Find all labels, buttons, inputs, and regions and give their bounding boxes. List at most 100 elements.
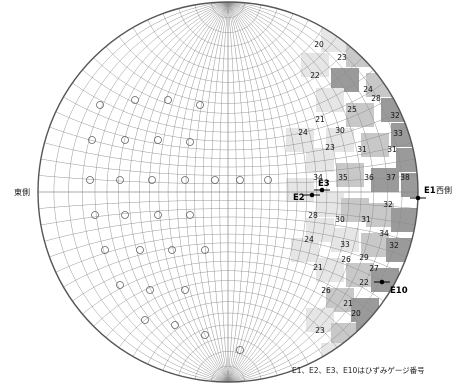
cell-value: 22 bbox=[310, 71, 320, 80]
cell-value: 27 bbox=[369, 264, 379, 273]
cell-value: 32 bbox=[383, 200, 393, 209]
stereonet-grid bbox=[38, 2, 418, 382]
measurement-point bbox=[181, 176, 189, 184]
cell-value: 28 bbox=[308, 211, 318, 220]
latitude-line bbox=[118, 290, 338, 348]
cell-value: 37 bbox=[386, 173, 396, 182]
gauge-dot bbox=[309, 192, 315, 198]
measurement-point bbox=[196, 101, 204, 109]
cell-value: 28 bbox=[371, 94, 381, 103]
cell-value: 31 bbox=[387, 145, 397, 154]
gauge-label: E3 bbox=[318, 179, 330, 189]
latitude-line bbox=[211, 2, 245, 19]
measurement-point bbox=[264, 176, 272, 184]
cell-value: 23 bbox=[337, 53, 347, 62]
shade-cell-17 bbox=[341, 198, 369, 222]
measurement-point bbox=[121, 136, 129, 144]
shade-cell-22 bbox=[361, 233, 389, 257]
cell-value: 26 bbox=[341, 255, 351, 264]
west-label: 西側 bbox=[436, 186, 452, 195]
latitude-line bbox=[38, 175, 418, 184]
shade-cell-24 bbox=[316, 258, 344, 282]
measurement-point bbox=[164, 96, 172, 104]
shade-cell-10 bbox=[361, 133, 389, 157]
latitude-line bbox=[49, 126, 407, 159]
cell-value: 31 bbox=[357, 145, 367, 154]
measurement-point bbox=[201, 246, 209, 254]
gauge-dot bbox=[415, 195, 421, 201]
gauge-dot bbox=[379, 279, 385, 285]
latitude-line bbox=[82, 260, 374, 315]
latitude-line bbox=[72, 251, 384, 302]
cell-value: 32 bbox=[389, 241, 399, 250]
measurement-point bbox=[101, 246, 109, 254]
cell-value: 33 bbox=[393, 129, 403, 138]
measurement-point bbox=[236, 176, 244, 184]
shade-cell-6 bbox=[316, 88, 344, 112]
latitude-line bbox=[162, 324, 294, 371]
latitude-line bbox=[147, 19, 309, 72]
cell-value: 20 bbox=[351, 309, 361, 318]
latitude-line bbox=[162, 13, 294, 60]
gauge-label: E2 bbox=[293, 193, 305, 203]
measurement-point bbox=[141, 316, 149, 324]
cell-value: 26 bbox=[321, 286, 331, 295]
cell-value: 21 bbox=[313, 263, 323, 272]
cell-value: 23 bbox=[325, 143, 335, 152]
latitude-line bbox=[194, 351, 262, 380]
measurement-point bbox=[236, 346, 244, 354]
latitude-line bbox=[132, 301, 324, 357]
cell-value: 21 bbox=[343, 299, 353, 308]
gauge-caption: E1、E2、E3、E10はひずみゲージ番号 bbox=[292, 366, 425, 375]
measurement-point bbox=[146, 286, 154, 294]
cell-value: 29 bbox=[359, 253, 369, 262]
cell-value: 21 bbox=[315, 115, 325, 124]
cell-value: 25 bbox=[347, 105, 357, 114]
gauge-dot bbox=[319, 187, 325, 193]
latitude-line bbox=[44, 142, 412, 168]
latitude-line bbox=[82, 69, 374, 124]
cell-value: 30 bbox=[335, 215, 345, 224]
shade-cell-11 bbox=[396, 148, 418, 172]
measurement-point bbox=[136, 246, 144, 254]
cell-value: 35 bbox=[338, 173, 348, 182]
latitude-line bbox=[132, 27, 324, 83]
cell-value: 34 bbox=[379, 229, 389, 238]
measurement-point bbox=[121, 211, 129, 219]
latitude-line bbox=[63, 96, 393, 142]
cell-value: 38 bbox=[400, 173, 410, 182]
measurement-point bbox=[91, 211, 99, 219]
cell-value: 31 bbox=[361, 215, 371, 224]
cell-value: 20 bbox=[314, 40, 324, 49]
measurement-point bbox=[186, 211, 194, 219]
measurement-point bbox=[186, 138, 194, 146]
measurement-point bbox=[211, 176, 219, 184]
latitude-line bbox=[44, 216, 412, 242]
cell-value: 24 bbox=[304, 235, 314, 244]
latitude-line bbox=[178, 337, 278, 376]
shade-cell-7 bbox=[346, 103, 374, 127]
latitude-line bbox=[118, 36, 338, 94]
measurement-point bbox=[201, 331, 209, 339]
cell-value: 24 bbox=[363, 85, 373, 94]
shade-cell-0 bbox=[321, 28, 349, 52]
measurement-point bbox=[116, 176, 124, 184]
measurement-point bbox=[96, 101, 104, 109]
gauge-label: E10 bbox=[390, 286, 408, 296]
shade-cell-31 bbox=[356, 318, 384, 342]
measurement-point bbox=[154, 211, 162, 219]
measurement-point bbox=[131, 96, 139, 104]
shade-cell-18 bbox=[366, 203, 394, 227]
latitude-line bbox=[55, 233, 401, 273]
latitude-line bbox=[105, 280, 351, 338]
latitude-line bbox=[49, 225, 407, 258]
cell-value: 30 bbox=[335, 126, 345, 135]
measurement-point bbox=[86, 176, 94, 184]
latitude-line bbox=[211, 365, 245, 382]
measurement-point bbox=[168, 246, 176, 254]
latitude-line bbox=[93, 57, 363, 114]
measurement-point bbox=[88, 136, 96, 144]
cell-value: 32 bbox=[390, 111, 400, 120]
contour-shading bbox=[286, 28, 418, 367]
